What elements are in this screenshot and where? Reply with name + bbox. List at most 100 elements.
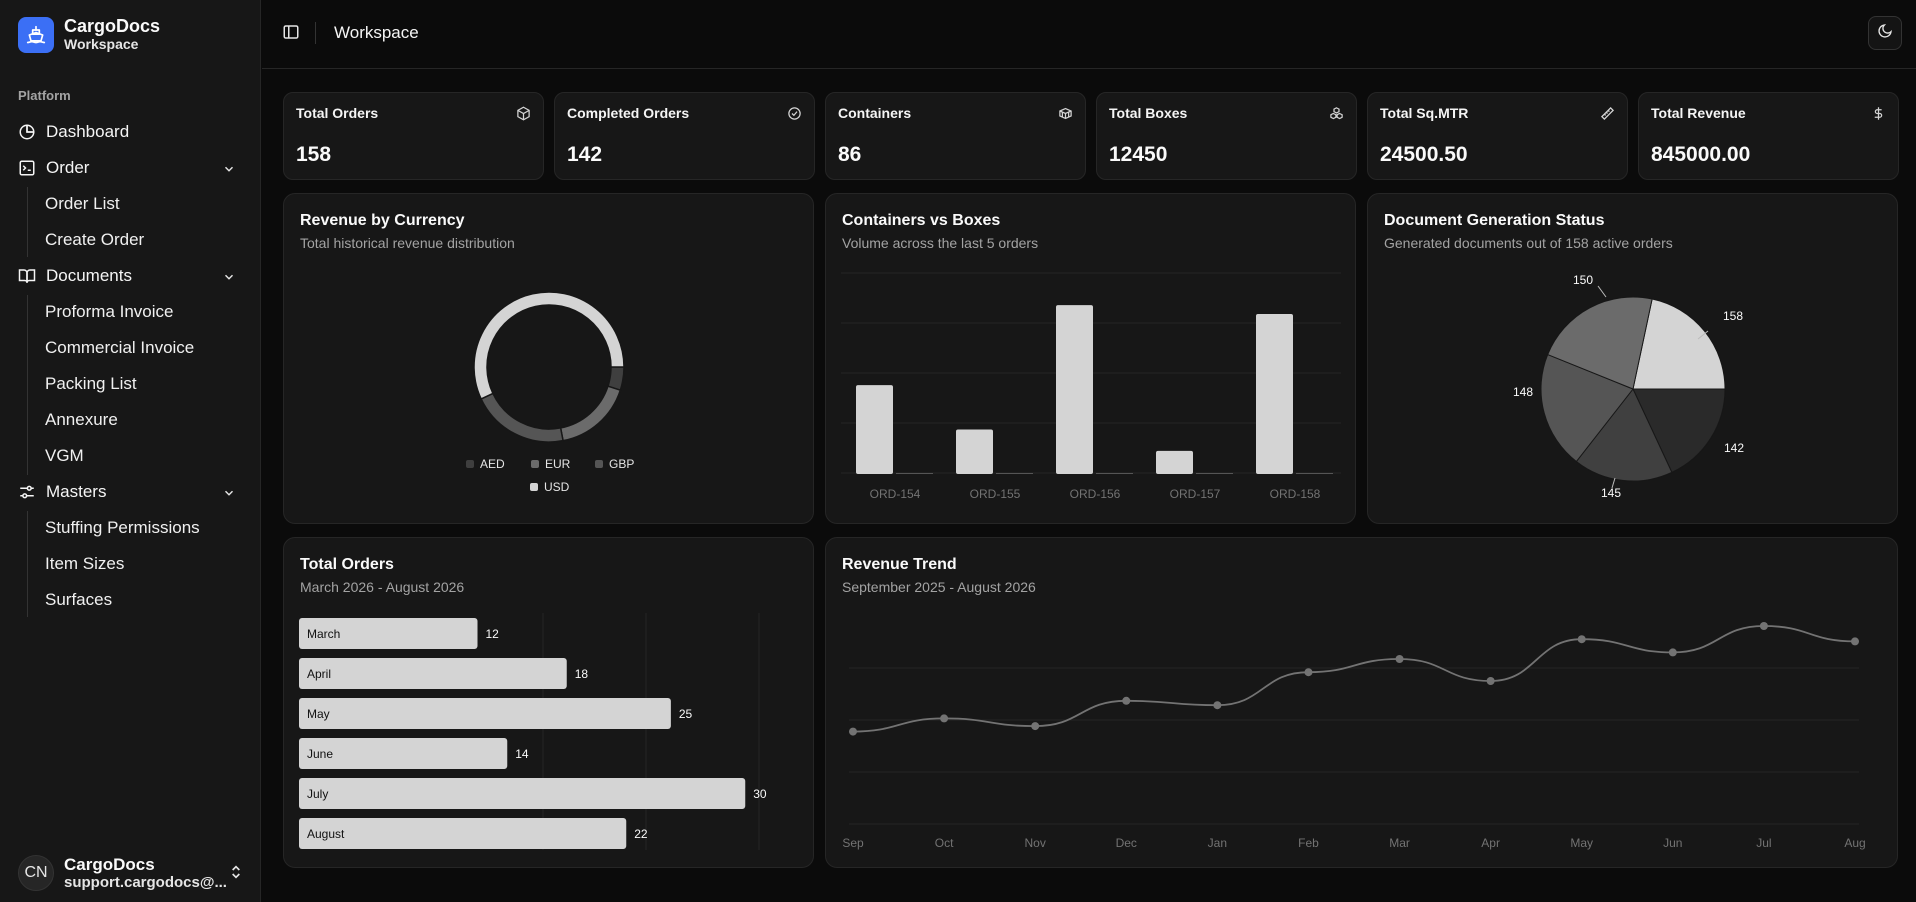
panel-title: Revenue Trend	[842, 556, 957, 573]
data-point-dec	[1122, 696, 1131, 705]
pie-data-label: 145	[1601, 486, 1621, 500]
sidebar-item-surfaces[interactable]: Surfaces	[45, 590, 113, 609]
legend-item: USD	[530, 480, 569, 494]
sidebar-item-label: Order	[46, 158, 90, 177]
topbar: Workspace	[262, 0, 1916, 69]
bar-value-label: 12	[486, 627, 500, 641]
sidebar-item-order[interactable]: Order	[18, 153, 244, 183]
panel-title: Containers vs Boxes	[842, 212, 1001, 229]
x-tick-label: Feb	[1298, 836, 1319, 850]
submenu-line	[27, 295, 28, 475]
sidebar-item-dashboard[interactable]: Dashboard	[18, 117, 244, 147]
revenue-by-currency-panel: Revenue by Currency Total historical rev…	[283, 193, 814, 524]
container-icon	[1057, 105, 1073, 121]
sidebar-item-packing-list[interactable]: Packing List	[45, 374, 137, 393]
sidebar-item-masters[interactable]: Masters	[18, 477, 244, 507]
data-point-sep	[849, 727, 857, 736]
stat-title: Total Orders	[296, 105, 379, 121]
brand[interactable]: CargoDocs Workspace	[18, 16, 160, 53]
bar-august	[299, 818, 627, 849]
panel-title: Document Generation Status	[1384, 212, 1605, 229]
bar-july	[299, 778, 746, 809]
bar-category-label: March	[307, 627, 340, 641]
sidebar-item-proforma-invoice[interactable]: Proforma Invoice	[45, 302, 174, 321]
revenue-by-currency-chart	[473, 291, 625, 443]
check-circle-icon	[786, 105, 802, 121]
pie-slice	[1632, 388, 1726, 474]
chevrons-up-down-icon	[228, 864, 244, 885]
containers-vs-boxes-panel: ORD-154 ORD-155 ORD-156 ORD-157 ORD-158 Cont…	[825, 193, 1356, 524]
stat-card-total-sq-mtr: Total Sq.MTR 24500.50	[1367, 92, 1628, 180]
document-generation-status-panel: 158 142 145 148 150 Document Generation Stat…	[1367, 193, 1898, 524]
sidebar-item-create-order[interactable]: Create Order	[45, 230, 145, 249]
sidebar-item-documents[interactable]: Documents	[18, 261, 244, 291]
book-open-icon	[18, 267, 36, 285]
brand-subtitle: Workspace	[64, 36, 139, 52]
legend-item: EUR	[531, 457, 570, 471]
x-tick-label: ORD-154	[870, 487, 921, 501]
legend-label: GBP	[609, 457, 635, 471]
nav-group-label: Platform	[18, 88, 71, 103]
pie-data-label: 150	[1573, 273, 1593, 287]
bar-value-label: 14	[515, 747, 529, 761]
revenue-trend-panel: Sep Oct Nov Dec Jan Feb Mar Apr May Jun Jul Aug Rev…	[825, 537, 1898, 868]
bar-containers-ord-158	[1256, 314, 1293, 474]
legend-label: EUR	[545, 457, 571, 471]
stat-title: Total Boxes	[1109, 105, 1188, 121]
x-tick-label: ORD-155	[970, 487, 1021, 501]
submenu-line	[27, 187, 28, 257]
pie-slice	[1540, 353, 1634, 463]
donut-slice-usd	[473, 291, 625, 400]
theme-toggle-button[interactable]	[1868, 16, 1902, 50]
sidebar: CargoDocs Workspace Platform Dashboard O…	[0, 0, 261, 902]
containers-vs-boxes-chart: ORD-154 ORD-155 ORD-156 ORD-157 ORD-158	[841, 272, 1341, 501]
sidebar-item-annexure[interactable]: Annexure	[45, 410, 118, 429]
user-menu[interactable]: CN CargoDocs support.cargodocs@...	[18, 855, 246, 891]
stat-value: 86	[838, 143, 862, 166]
sidebar-item-item-sizes[interactable]: Item Sizes	[45, 554, 125, 573]
donut-slice-gbp	[480, 392, 564, 443]
legend-label: USD	[544, 480, 570, 494]
bar-value-label: 22	[634, 827, 648, 841]
sidebar-item-vgm[interactable]: VGM	[45, 446, 84, 465]
sliders-icon	[18, 483, 36, 501]
panel-left-icon	[282, 23, 300, 46]
panel-title: Revenue by Currency	[300, 212, 465, 229]
dollar-icon	[1870, 105, 1886, 121]
x-tick-label: Sep	[842, 836, 864, 850]
x-tick-label: ORD-156	[1070, 487, 1121, 501]
data-point-jun	[1668, 648, 1677, 657]
bar-containers-ord-155	[956, 429, 993, 474]
label-leader-line	[1611, 477, 1616, 489]
x-tick-label: May	[1570, 836, 1593, 850]
bar-category-label: August	[307, 827, 345, 841]
ship-icon	[18, 16, 54, 53]
data-point-apr	[1486, 677, 1495, 685]
legend-swatch	[530, 483, 538, 491]
data-point-jul	[1759, 622, 1768, 630]
stat-title: Completed Orders	[567, 105, 690, 121]
user-email: support.cargodocs@...	[64, 874, 227, 891]
sidebar-item-stuffing-permissions[interactable]: Stuffing Permissions	[45, 518, 200, 537]
pie-data-label: 148	[1513, 385, 1533, 399]
page-title: Workspace	[334, 23, 419, 42]
user-name: CargoDocs	[64, 855, 155, 874]
data-point-may	[1577, 635, 1586, 644]
bar-category-label: May	[307, 707, 330, 721]
bar-value-label: 18	[575, 667, 589, 681]
sidebar-item-label: Documents	[46, 266, 132, 285]
stat-title: Total Revenue	[1651, 105, 1746, 121]
brand-name: CargoDocs	[64, 16, 161, 36]
sidebar-item-commercial-invoice[interactable]: Commercial Invoice	[45, 338, 195, 357]
panel-title: Total Orders	[300, 556, 394, 573]
total-orders-chart: March 12 April 18 May 25 June 14 July 30 August 22	[299, 613, 767, 850]
stat-title: Containers	[838, 105, 912, 121]
bar-march	[299, 618, 478, 649]
panel-subtitle: Total historical revenue distribution	[300, 235, 515, 251]
bar-june	[299, 738, 508, 769]
sidebar-toggle-button[interactable]	[280, 23, 302, 45]
total-orders-panel: March 12 April 18 May 25 June 14 July 30 August 22 …	[283, 537, 814, 868]
sidebar-item-order-list[interactable]: Order List	[45, 194, 120, 213]
legend-label: AED	[480, 457, 505, 471]
divider	[315, 22, 316, 44]
